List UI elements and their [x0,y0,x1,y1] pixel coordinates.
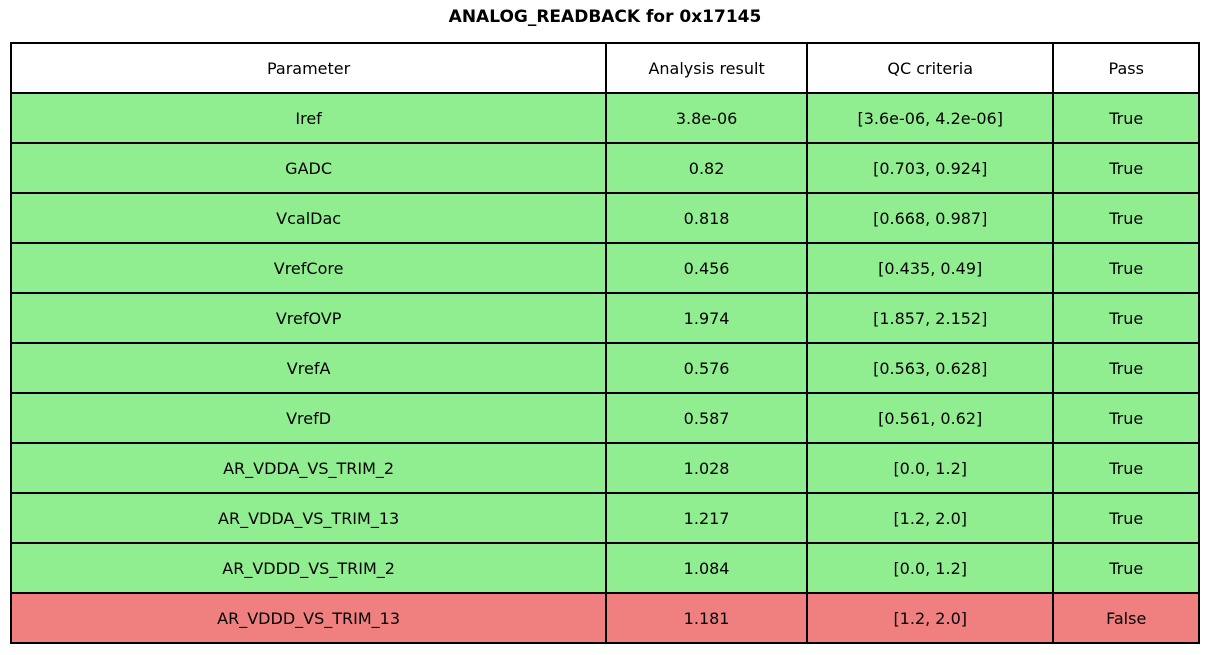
chart-title: ANALOG_READBACK for 0x17145 [448,7,762,27]
qc-criteria-cell: [0.435, 0.49] [805,242,1055,294]
parameter-cell: AR_VDDA_VS_TRIM_2 [9,442,608,494]
analysis-result-cell: 1.084 [605,542,808,594]
parameter-cell: AR_VDDD_VS_TRIM_13 [9,592,608,644]
analysis-result-cell: 0.456 [605,242,808,294]
parameter-cell: VcalDac [9,192,608,244]
qc-criteria-cell: [0.0, 1.2] [805,542,1055,594]
column-header-parameter: Parameter [9,42,608,94]
analysis-result-cell: 3.8e-06 [605,92,808,144]
analysis-result-cell: 0.818 [605,192,808,244]
table-row: Iref 3.8e-06 [3.6e-06, 4.2e-06] True [9,92,1200,144]
analysis-result-cell: 1.217 [605,492,808,544]
table-row: VrefOVP 1.974 [1.857, 2.152] True [9,292,1200,344]
table-row: GADC 0.82 [0.703, 0.924] True [9,142,1200,194]
pass-cell: True [1052,492,1200,544]
table-row: AR_VDDA_VS_TRIM_13 1.217 [1.2, 2.0] True [9,492,1200,544]
analysis-result-cell: 0.82 [605,142,808,194]
qc-criteria-cell: [1.857, 2.152] [805,292,1055,344]
table-row: VrefA 0.576 [0.563, 0.628] True [9,342,1200,394]
parameter-cell: VrefA [9,342,608,394]
parameter-cell: VrefOVP [9,292,608,344]
analysis-result-cell: 1.974 [605,292,808,344]
parameter-cell: AR_VDDD_VS_TRIM_2 [9,542,608,594]
pass-cell: True [1052,442,1200,494]
column-header-analysis-result: Analysis result [605,42,808,94]
qc-criteria-cell: [0.561, 0.62] [805,392,1055,444]
parameter-cell: Iref [9,92,608,144]
parameter-cell: VrefCore [9,242,608,294]
table-row: AR_VDDA_VS_TRIM_2 1.028 [0.0, 1.2] True [9,442,1200,494]
pass-cell: True [1052,342,1200,394]
analysis-result-cell: 0.587 [605,392,808,444]
pass-cell: True [1052,92,1200,144]
column-header-qc-criteria: QC criteria [805,42,1055,94]
pass-cell: False [1052,592,1200,644]
table-row: VcalDac 0.818 [0.668, 0.987] True [9,192,1200,244]
table-body: Iref 3.8e-06 [3.6e-06, 4.2e-06] True GADC 0.8… [9,92,1200,644]
pass-cell: True [1052,542,1200,594]
pass-cell: True [1052,192,1200,244]
qc-results-table: Parameter Analysis result QC criteria Pa… [9,42,1200,644]
table-row: VrefD 0.587 [0.561, 0.62] True [9,392,1200,444]
parameter-cell: VrefD [9,392,608,444]
column-header-pass: Pass [1052,42,1200,94]
qc-criteria-cell: [0.0, 1.2] [805,442,1055,494]
qc-criteria-cell: [3.6e-06, 4.2e-06] [805,92,1055,144]
pass-cell: True [1052,292,1200,344]
table-row: AR_VDDD_VS_TRIM_2 1.084 [0.0, 1.2] True [9,542,1200,594]
analysis-result-cell: 1.181 [605,592,808,644]
qc-criteria-cell: [0.703, 0.924] [805,142,1055,194]
analysis-result-cell: 0.576 [605,342,808,394]
pass-cell: True [1052,242,1200,294]
parameter-cell: AR_VDDA_VS_TRIM_13 [9,492,608,544]
pass-cell: True [1052,142,1200,194]
pass-cell: True [1052,392,1200,444]
qc-criteria-cell: [0.563, 0.628] [805,342,1055,394]
analysis-result-cell: 1.028 [605,442,808,494]
qc-criteria-cell: [0.668, 0.987] [805,192,1055,244]
qc-criteria-cell: [1.2, 2.0] [805,592,1055,644]
qc-criteria-cell: [1.2, 2.0] [805,492,1055,544]
table-row: VrefCore 0.456 [0.435, 0.49] True [9,242,1200,294]
table-row: AR_VDDD_VS_TRIM_13 1.181 [1.2, 2.0] False [9,592,1200,644]
parameter-cell: GADC [9,142,608,194]
table-header-row: Parameter Analysis result QC criteria Pa… [9,42,1200,94]
